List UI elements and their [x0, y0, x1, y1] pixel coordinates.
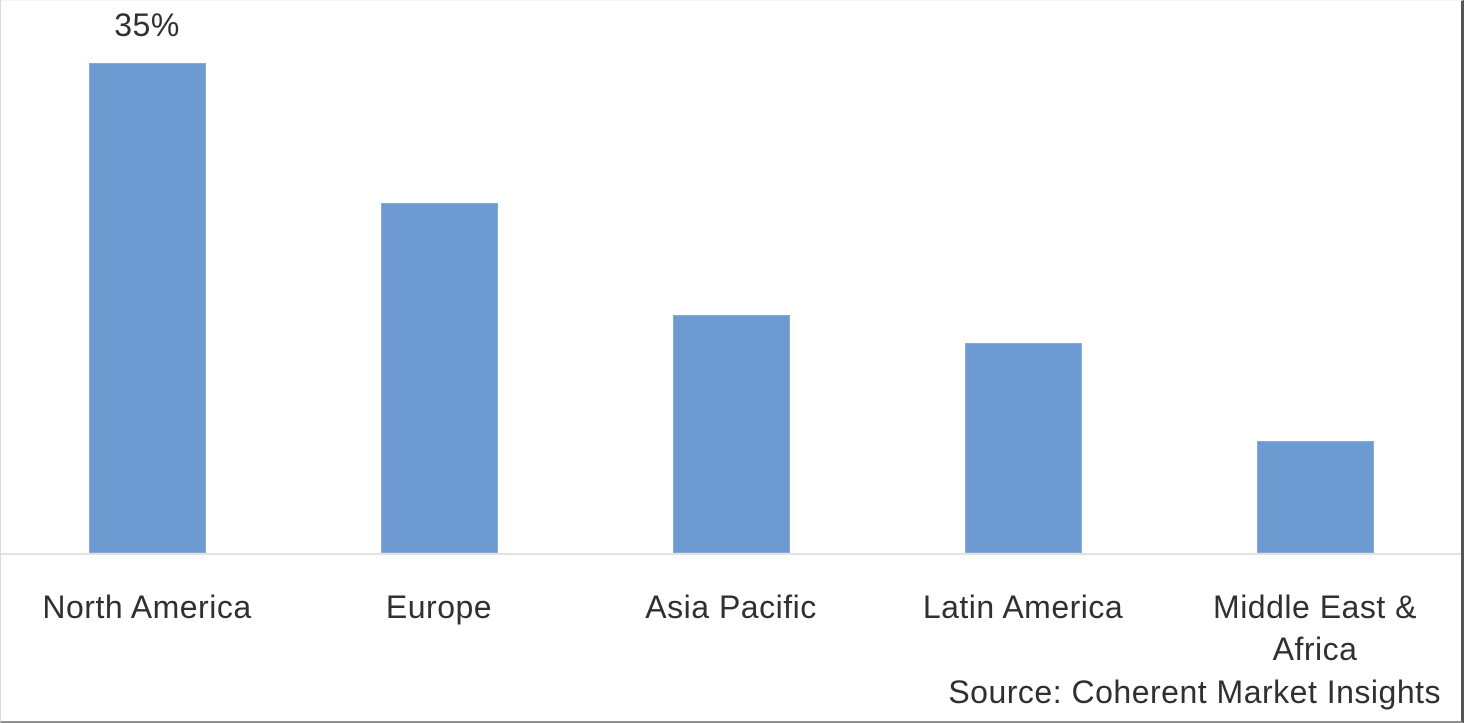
- category-label-middle-east-africa: Middle East & Africa: [1169, 586, 1461, 670]
- category-slot-north-america: 35%: [1, 1, 293, 553]
- category-axis: North America Europe Asia Pacific Latin Ame…: [1, 555, 1461, 670]
- category-label-text: North America: [42, 589, 252, 625]
- bar-north-america: [88, 63, 206, 553]
- category-label-text: Latin America: [922, 589, 1124, 625]
- bar-europe: [380, 203, 498, 553]
- category-label-europe: Europe: [293, 586, 585, 670]
- category-label-text: Asia Pacific: [645, 589, 817, 625]
- category-label-north-america: North America: [1, 586, 293, 670]
- plot-area: 35%: [1, 1, 1461, 555]
- category-slot-asia-pacific: [585, 1, 877, 553]
- bar-value-label-north-america: 35%: [114, 7, 180, 43]
- category-slot-latin-america: [877, 1, 1169, 553]
- category-label-asia-pacific: Asia Pacific: [585, 586, 877, 670]
- category-slot-europe: [293, 1, 585, 553]
- source-credit: Source: Coherent Market Insights: [948, 674, 1441, 710]
- category-slot-middle-east-africa: [1169, 1, 1461, 553]
- bar-asia-pacific: [672, 315, 790, 553]
- bar-series: 35%: [1, 1, 1461, 553]
- bar-latin-america: [964, 343, 1082, 553]
- category-label-latin-america: Latin America: [877, 586, 1169, 670]
- category-label-text: Middle East & Africa: [1213, 589, 1417, 667]
- category-label-text: Europe: [385, 589, 493, 625]
- bar-middle-east-africa: [1256, 441, 1374, 553]
